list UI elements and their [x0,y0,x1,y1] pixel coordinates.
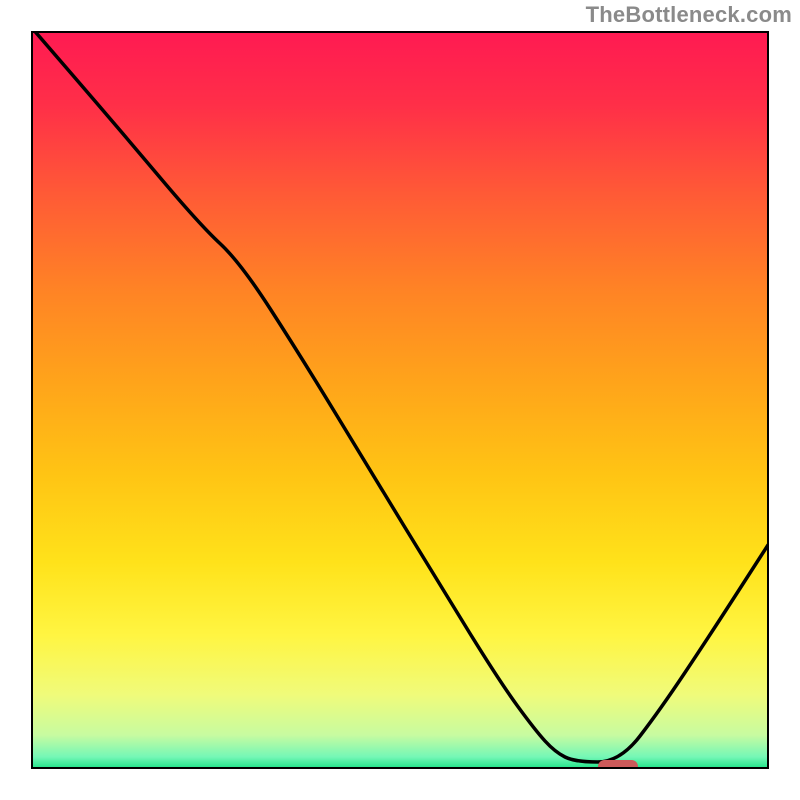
plot-background [32,32,768,768]
watermark-text: TheBottleneck.com [586,2,792,28]
bottleneck-curve-chart [0,0,800,800]
chart-container: TheBottleneck.com [0,0,800,800]
optimal-marker [598,760,638,773]
